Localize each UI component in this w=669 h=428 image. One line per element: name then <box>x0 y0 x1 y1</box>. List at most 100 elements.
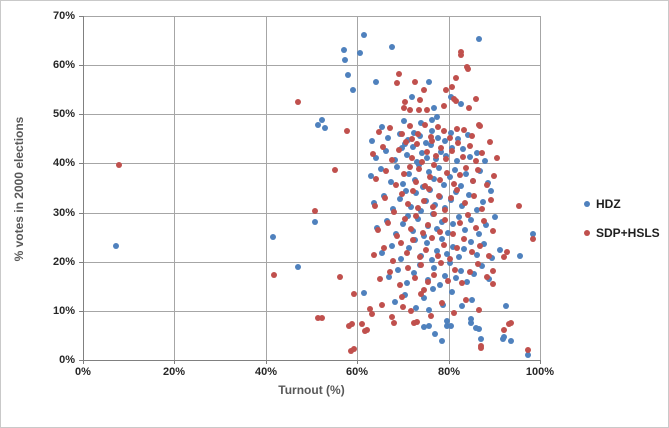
data-point-hdz <box>419 150 426 157</box>
data-point-hdz <box>431 105 437 112</box>
data-point-sdp-hsls <box>491 173 498 180</box>
data-point-hdz <box>444 317 451 324</box>
data-point-hdz <box>402 291 409 298</box>
data-point-sdp-hsls <box>529 236 536 243</box>
data-point-sdp-hsls <box>486 138 493 145</box>
x-tick-label: 100% <box>525 366 555 378</box>
data-point-hdz <box>406 170 413 177</box>
data-point-sdp-hsls <box>524 346 531 353</box>
data-point-hdz <box>446 173 453 180</box>
data-point-hdz <box>448 289 455 296</box>
data-point-hdz <box>398 255 405 262</box>
data-point-sdp-hsls <box>485 253 492 260</box>
data-point-hdz <box>478 263 485 270</box>
data-point-hdz <box>524 352 531 359</box>
data-point-sdp-hsls <box>347 348 354 355</box>
data-point-hdz <box>441 137 448 144</box>
data-point-sdp-hsls <box>441 242 447 248</box>
vertical-gridline <box>449 16 450 360</box>
data-point-hdz <box>410 270 417 276</box>
horizontal-gridline <box>83 163 540 164</box>
data-point-sdp-hsls <box>402 99 409 105</box>
data-point-sdp-hsls <box>452 75 459 82</box>
data-point-sdp-hsls <box>418 261 425 268</box>
data-point-hdz <box>481 241 488 247</box>
data-point-sdp-hsls <box>399 131 406 138</box>
data-point-hdz <box>413 190 420 197</box>
data-point-hdz <box>372 78 379 85</box>
data-point-hdz <box>475 230 482 237</box>
data-point-hdz <box>468 316 474 323</box>
data-point-sdp-hsls <box>423 149 430 156</box>
data-point-sdp-hsls <box>350 346 357 353</box>
y-axis-tick <box>79 16 83 17</box>
data-point-sdp-hsls <box>444 169 451 176</box>
data-point-hdz <box>476 35 483 42</box>
data-point-hdz <box>462 227 469 234</box>
data-point-hdz <box>444 322 451 329</box>
data-point-hdz <box>409 94 415 101</box>
data-point-hdz <box>399 220 406 227</box>
data-point-sdp-hsls <box>431 210 437 217</box>
data-point-sdp-hsls <box>477 242 484 249</box>
data-point-sdp-hsls <box>461 200 468 207</box>
sdp-hsls-series-marker-icon <box>584 230 590 236</box>
data-point-hdz <box>454 157 461 164</box>
data-point-hdz <box>385 274 392 281</box>
data-point-sdp-hsls <box>504 248 511 255</box>
data-point-hdz <box>457 100 464 107</box>
data-point-hdz <box>458 303 465 310</box>
data-point-sdp-hsls <box>436 228 443 235</box>
data-point-hdz <box>427 142 434 149</box>
data-point-hdz <box>425 78 432 85</box>
data-point-hdz <box>488 187 495 194</box>
data-point-sdp-hsls <box>464 211 471 218</box>
data-point-hdz <box>405 245 412 252</box>
legend-label-sdp-hsls: SDP+HSLS <box>596 226 660 240</box>
data-point-sdp-hsls <box>369 151 376 158</box>
horizontal-gridline <box>83 213 540 214</box>
x-axis-tick <box>357 360 358 364</box>
hdz-series-marker-icon <box>584 201 590 207</box>
data-point-sdp-hsls <box>425 222 431 229</box>
data-point-hdz <box>423 139 430 146</box>
data-point-sdp-hsls <box>426 173 433 180</box>
data-point-hdz <box>480 199 487 206</box>
data-point-sdp-hsls <box>439 299 446 306</box>
data-point-sdp-hsls <box>441 206 448 213</box>
data-point-sdp-hsls <box>508 319 515 326</box>
data-point-hdz <box>428 257 435 264</box>
data-point-sdp-hsls <box>369 310 376 317</box>
data-point-hdz <box>368 138 375 145</box>
data-point-sdp-hsls <box>382 195 389 202</box>
legend-item-sdp-hsls: SDP+HSLS <box>584 223 660 243</box>
data-point-sdp-hsls <box>437 177 444 184</box>
data-point-hdz <box>360 289 367 296</box>
data-point-sdp-hsls <box>378 302 385 308</box>
horizontal-gridline <box>83 65 540 66</box>
data-point-sdp-hsls <box>479 205 485 212</box>
data-point-sdp-hsls <box>476 122 483 129</box>
vertical-gridline <box>174 16 175 360</box>
data-point-hdz <box>434 113 441 120</box>
data-point-sdp-hsls <box>404 264 411 271</box>
data-point-sdp-hsls <box>419 229 426 236</box>
y-axis-tick <box>79 262 83 263</box>
data-point-sdp-hsls <box>424 278 431 285</box>
data-point-sdp-hsls <box>450 180 457 187</box>
data-point-hdz <box>403 188 410 195</box>
data-point-hdz <box>394 163 401 170</box>
data-point-hdz <box>315 122 322 129</box>
data-point-sdp-hsls <box>460 153 467 160</box>
data-point-sdp-hsls <box>416 165 423 172</box>
data-point-hdz <box>412 304 419 311</box>
data-point-sdp-hsls <box>406 163 413 170</box>
data-point-sdp-hsls <box>358 321 365 328</box>
legend-label-hdz: HDZ <box>596 197 621 211</box>
data-point-hdz <box>447 323 454 330</box>
data-point-hdz <box>425 323 432 330</box>
data-point-sdp-hsls <box>379 143 386 150</box>
data-point-hdz <box>414 158 421 165</box>
data-point-hdz <box>430 175 437 182</box>
data-point-sdp-hsls <box>394 233 400 240</box>
